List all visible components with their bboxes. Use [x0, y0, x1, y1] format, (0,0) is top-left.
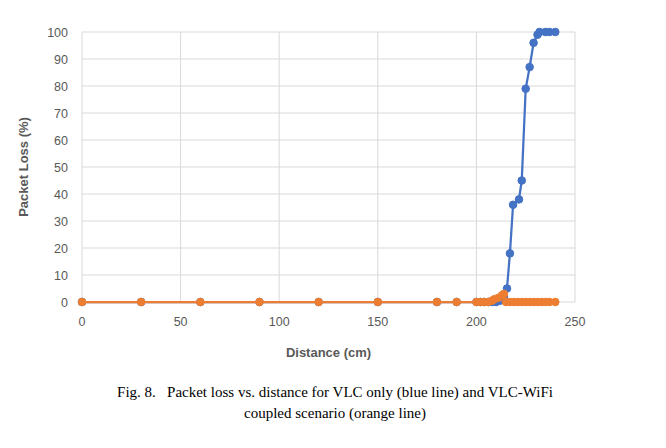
x-grid-line: [180, 32, 181, 302]
data-point: [433, 298, 441, 306]
y-tick-label: 60: [54, 134, 68, 148]
series-line: [82, 32, 555, 302]
axes: 0 10 20 30 40 50 60 70 80 90 100 0 50 100 150 200 250 Dis…: [16, 26, 585, 361]
y-tick-label: 70: [54, 107, 68, 121]
y-tick-label: 30: [54, 215, 68, 229]
y-grid-line: [82, 221, 575, 222]
y-grid-line: [82, 59, 575, 60]
plot-data: [78, 28, 559, 306]
data-point: [453, 298, 461, 306]
data-point: [530, 39, 538, 47]
data-point: [518, 177, 526, 185]
data-point: [551, 28, 559, 36]
y-tick-label: 90: [54, 53, 68, 67]
y-grid-line: [82, 248, 575, 249]
data-point: [256, 298, 264, 306]
x-grid-line: [279, 32, 280, 302]
chart: 0 10 20 30 40 50 60 70 80 90 100 0 50 100 150 200 250 Dis…: [0, 0, 666, 448]
data-point: [374, 298, 382, 306]
data-point: [137, 298, 145, 306]
data-point: [506, 250, 514, 258]
data-point: [453, 298, 461, 306]
data-point: [522, 85, 530, 93]
data-point: [315, 298, 323, 306]
data-point: [197, 298, 205, 306]
y-tick-label: 50: [54, 161, 68, 175]
data-point: [256, 298, 264, 306]
data-point: [433, 298, 441, 306]
data-point: [78, 298, 86, 306]
x-grid-line: [377, 32, 378, 302]
data-point: [137, 298, 145, 306]
x-tick-label: 100: [269, 315, 290, 329]
series: [78, 290, 559, 306]
x-grid-line: [575, 32, 576, 302]
y-grid-line: [82, 194, 575, 195]
data-point: [78, 298, 86, 306]
caption-line: Fig. 8. Packet loss vs. distance for VLC…: [117, 384, 553, 401]
y-axis-title: Packet Loss (%): [16, 117, 31, 217]
series: [78, 28, 559, 306]
y-grid-line: [82, 275, 575, 276]
data-point: [197, 298, 205, 306]
y-tick-label: 40: [54, 188, 68, 202]
y-grid-line: [82, 167, 575, 168]
grid: [82, 32, 575, 302]
data-point: [374, 298, 382, 306]
y-tick-label: 10: [54, 269, 68, 283]
y-tick-label: 20: [54, 242, 68, 256]
data-point: [526, 63, 534, 71]
x-tick-label: 0: [79, 315, 86, 329]
data-point: [500, 290, 508, 298]
y-grid-line: [82, 32, 575, 33]
x-tick-label: 250: [565, 315, 586, 329]
y-grid-line: [82, 140, 575, 141]
x-tick-label: 150: [367, 315, 388, 329]
y-tick-label: 80: [54, 80, 68, 94]
data-point: [551, 298, 559, 306]
y-grid-line: [82, 86, 575, 87]
data-point: [515, 196, 523, 204]
x-grid-line: [476, 32, 477, 302]
x-tick-label: 200: [466, 315, 487, 329]
caption-line: coupled scenario (orange line): [244, 405, 426, 422]
x-grid-line: [82, 32, 83, 302]
caption: Fig. 8. Packet loss vs. distance for VLC…: [117, 384, 553, 422]
x-axis-title: Distance (cm): [286, 345, 371, 360]
data-point: [315, 298, 323, 306]
x-tick-label: 50: [174, 315, 188, 329]
y-tick-label: 100: [47, 26, 68, 40]
y-grid-line: [82, 113, 575, 114]
y-tick-label: 0: [61, 296, 68, 310]
